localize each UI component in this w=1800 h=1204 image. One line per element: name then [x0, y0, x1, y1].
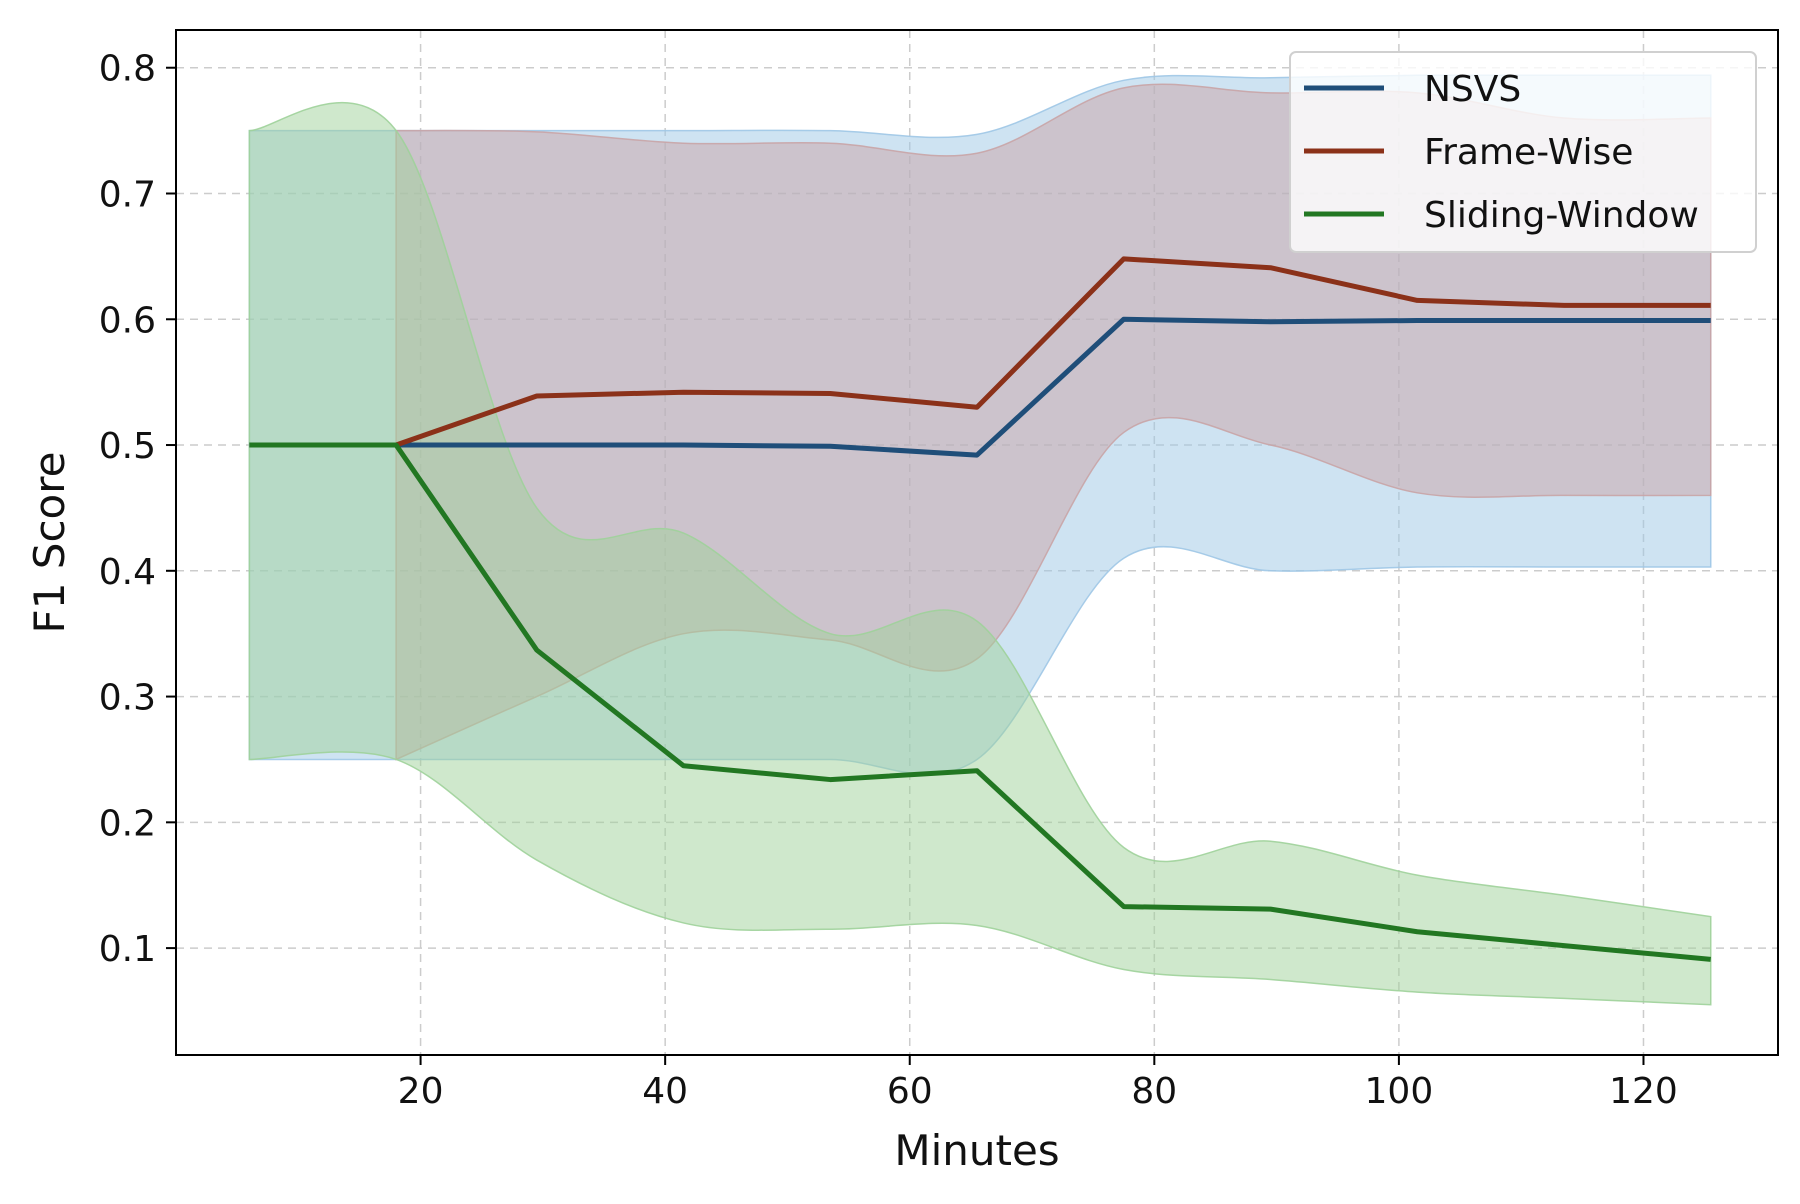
y-tick-label: 0.4 [99, 552, 156, 593]
legend-label: Sliding-Window [1424, 195, 1699, 236]
confidence-band [248, 101, 1712, 1006]
y-tick-label: 0.5 [99, 426, 156, 467]
x-axis-label: Minutes [894, 1126, 1059, 1175]
legend-box [1289, 51, 1757, 253]
y-tick-label: 0.6 [99, 300, 156, 341]
x-tick-label: 20 [398, 1071, 444, 1112]
x-tick-label: 80 [1131, 1071, 1177, 1112]
y-axis-label: F1 Score [25, 452, 74, 634]
x-tick-label: 60 [887, 1071, 933, 1112]
y-tick-label: 0.1 [99, 929, 156, 970]
x-tick-label: 120 [1609, 1071, 1678, 1112]
y-tick-label: 0.2 [99, 803, 156, 844]
series-lines [249, 256, 1711, 962]
series-line [395, 256, 1711, 448]
y-tick-label: 0.8 [99, 49, 156, 90]
x-tick-label: 100 [1365, 1071, 1434, 1112]
y-tick-label: 0.7 [99, 174, 156, 215]
axes: 20 40 60 80 100 120 0.1 0.2 0.3 0.4 0.5 0.6 0.7 0.8 [99, 29, 1779, 1112]
x-tick-label: 40 [642, 1071, 688, 1112]
plot-frame [175, 29, 1779, 1056]
series-line [249, 316, 1711, 458]
legend: NSVS Frame-Wise Sliding-Window [1289, 51, 1757, 253]
series-line [249, 442, 1711, 962]
y-tick-label: 0.3 [99, 678, 156, 719]
legend-label: NSVS [1424, 69, 1521, 110]
legend-label: Frame-Wise [1424, 132, 1633, 173]
